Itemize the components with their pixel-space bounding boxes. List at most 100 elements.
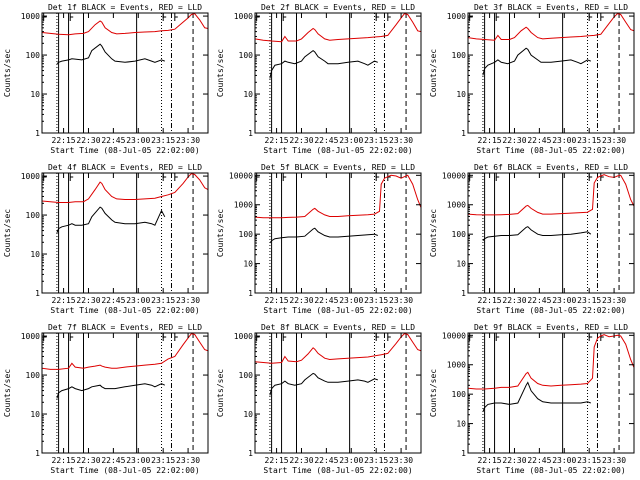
x-axis-label: Start Time (08-Jul-05 22:02:00) — [50, 306, 199, 315]
y-tick-label: 1 — [461, 129, 466, 138]
flag-marker — [282, 172, 288, 181]
x-tick-label: 23:00 — [126, 136, 150, 145]
x-tick-label: 23:15 — [577, 296, 601, 305]
series-lld-line — [468, 13, 634, 41]
y-tick-label: 1000 — [447, 12, 466, 21]
series-lld-line — [255, 13, 421, 43]
chart-svg: Det 4f BLACK = Events, RED = LLD 1 10 100 10… — [3, 163, 209, 315]
series-lld-line — [255, 174, 421, 219]
flag-marker — [162, 332, 168, 341]
flag-marker — [282, 12, 288, 21]
x-tick-label: 23:15 — [577, 136, 601, 145]
flag-marker — [174, 332, 179, 341]
chart-svg: Det 1f BLACK = Events, RED = LLD 1 10 100 10… — [3, 3, 209, 155]
flag-marker — [495, 332, 501, 341]
x-tick-label: 23:00 — [339, 296, 363, 305]
y-tick-label: 1000 — [234, 12, 253, 21]
series-lld-line — [42, 173, 208, 203]
series-events-line — [482, 226, 592, 242]
x-tick-label: 23:15 — [364, 296, 388, 305]
x-tick-label: 23:00 — [126, 456, 150, 465]
flag-marker — [600, 12, 605, 21]
series-events-line — [269, 227, 378, 244]
chart-svg: Det 9f BLACK = Events, RED = LLD 1 10 100 10… — [429, 323, 635, 475]
y-tick-label: 1 — [461, 289, 466, 298]
x-axis-label: Start Time (08-Jul-05 22:02:00) — [263, 306, 412, 315]
y-tick-label: 100 — [452, 51, 467, 60]
y-tick-label: 1 — [461, 449, 466, 458]
flag-marker — [495, 12, 501, 21]
flag-marker — [600, 332, 605, 341]
y-tick-label: 100 — [26, 51, 41, 60]
series-lld-line — [468, 334, 634, 390]
x-tick-label: 22:30 — [76, 456, 100, 465]
y-axis-label: Counts/sec — [3, 209, 12, 257]
series-events-line — [482, 381, 591, 413]
x-tick-label: 23:30 — [176, 136, 200, 145]
y-tick-label: 1 — [248, 449, 253, 458]
y-tick-label: 1 — [248, 289, 253, 298]
y-tick-label: 100 — [452, 230, 467, 239]
flag-marker — [495, 172, 501, 181]
y-tick-label: 1000 — [21, 12, 40, 21]
x-tick-label: 23:15 — [151, 136, 175, 145]
flag-marker — [387, 12, 392, 21]
chart-title: Det 7f BLACK = Events, RED = LLD — [48, 323, 202, 332]
x-axis-label: Start Time (08-Jul-05 22:02:00) — [476, 466, 625, 475]
flag-marker — [588, 12, 594, 21]
chart-title: Det 3f BLACK = Events, RED = LLD — [474, 3, 628, 12]
y-axis-label: Counts/sec — [3, 49, 12, 97]
y-tick-label: 1000 — [21, 332, 40, 341]
y-tick-label: 1000 — [447, 361, 466, 370]
flag-marker — [387, 332, 392, 341]
x-tick-label: 22:45 — [314, 296, 338, 305]
x-tick-label: 22:15 — [478, 136, 502, 145]
y-tick-label: 100 — [26, 211, 41, 220]
flag-marker — [282, 332, 288, 341]
series-events-line — [269, 49, 378, 79]
y-tick-label: 100 — [239, 51, 254, 60]
series-events-line — [482, 47, 591, 76]
x-tick-label: 23:30 — [602, 296, 626, 305]
x-tick-label: 22:15 — [52, 296, 76, 305]
flag-marker — [469, 12, 474, 21]
flag-marker — [256, 332, 261, 341]
flag-marker — [43, 12, 48, 21]
chart-title: Det 2f BLACK = Events, RED = LLD — [261, 3, 415, 12]
chart-title: Det 4f BLACK = Events, RED = LLD — [48, 163, 202, 172]
chart-svg: Det 6f BLACK = Events, RED = LLD 1 10 100 10… — [429, 163, 635, 315]
y-tick-label: 1000 — [234, 201, 253, 210]
x-tick-label: 22:45 — [101, 136, 125, 145]
flag-marker — [588, 172, 594, 181]
y-tick-label: 10000 — [229, 171, 253, 180]
detector-panel-1: Det 1f BLACK = Events, RED = LLD 1 10 100 10… — [0, 0, 213, 160]
x-tick-label: 23:00 — [126, 296, 150, 305]
x-tick-label: 23:00 — [552, 136, 576, 145]
y-tick-label: 10 — [243, 260, 253, 269]
chart-title: Det 8f BLACK = Events, RED = LLD — [261, 323, 415, 332]
y-tick-label: 100 — [239, 230, 254, 239]
series-lld-line — [468, 174, 634, 216]
x-tick-label: 22:30 — [502, 456, 526, 465]
series-events-line — [56, 383, 166, 399]
x-tick-label: 22:45 — [314, 136, 338, 145]
x-tick-label: 22:15 — [478, 456, 502, 465]
x-axis-label: Start Time (08-Jul-05 22:02:00) — [476, 146, 625, 155]
y-tick-label: 100 — [239, 371, 254, 380]
x-axis-label: Start Time (08-Jul-05 22:02:00) — [263, 146, 412, 155]
series-events-line — [269, 372, 378, 396]
y-tick-label: 10 — [30, 250, 40, 259]
x-tick-label: 23:00 — [552, 296, 576, 305]
axes-frame — [41, 172, 209, 294]
y-axis-label: Counts/sec — [216, 369, 225, 417]
x-tick-label: 22:45 — [527, 456, 551, 465]
axes-frame — [467, 12, 635, 134]
x-tick-label: 23:30 — [389, 456, 413, 465]
flag-marker — [162, 172, 168, 181]
flag-marker — [469, 332, 474, 341]
x-tick-label: 22:15 — [265, 136, 289, 145]
x-tick-label: 22:30 — [289, 456, 313, 465]
x-tick-label: 22:45 — [101, 296, 125, 305]
flag-marker — [588, 332, 594, 341]
detector-panel-2: Det 2f BLACK = Events, RED = LLD 1 10 100 10… — [213, 0, 426, 160]
